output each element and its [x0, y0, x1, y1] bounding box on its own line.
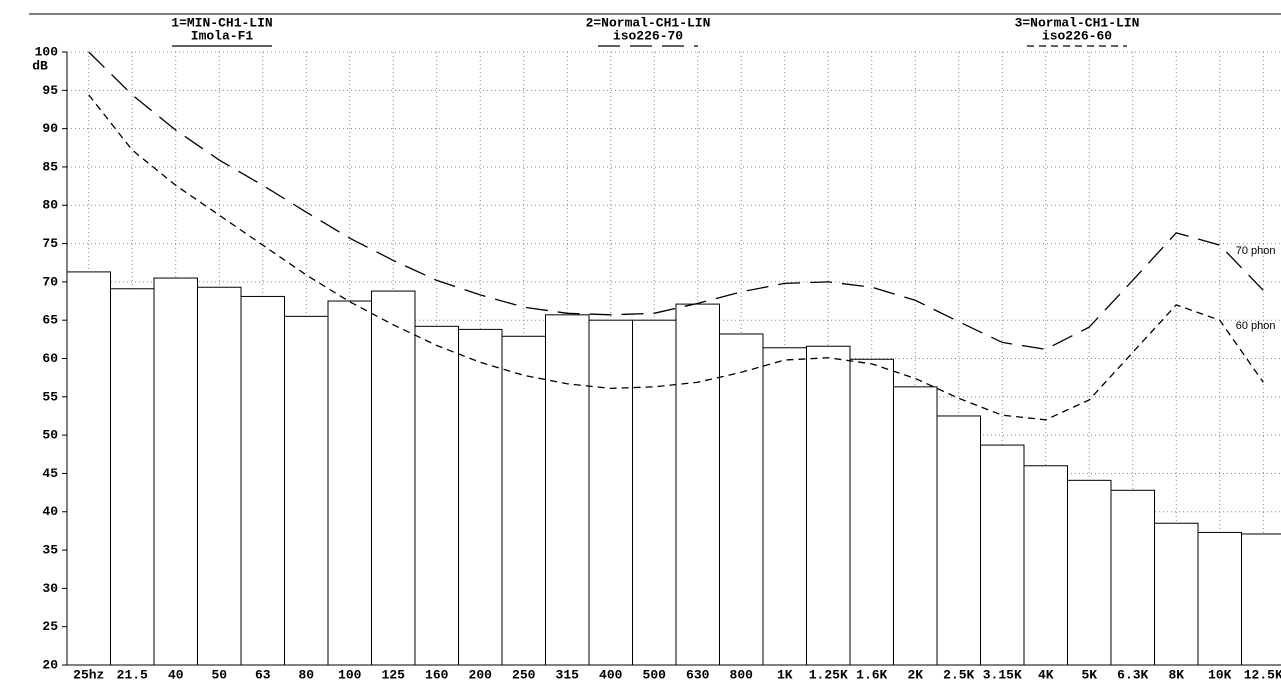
bar: [719, 333, 764, 666]
y-tick-label: 20: [42, 657, 58, 672]
bar: [588, 319, 633, 666]
bar: [936, 415, 981, 666]
bar: [980, 444, 1025, 666]
bar: [1154, 522, 1199, 666]
legend-label: iso226-60: [1042, 28, 1112, 43]
x-tick-label: 630: [686, 667, 710, 682]
x-tick-label: 6.3K: [1117, 667, 1148, 682]
x-tick-label: 80: [298, 667, 314, 682]
x-tick-label: 800: [730, 667, 754, 682]
y-tick-label: 85: [42, 159, 58, 174]
bar: [632, 319, 677, 666]
y-tick-label: 35: [42, 543, 58, 558]
bar: [284, 315, 329, 666]
curve-annotation: 70 phon: [1236, 245, 1276, 257]
bar: [110, 288, 155, 666]
y-unit: dB: [32, 58, 48, 73]
y-tick-label: 25: [42, 619, 58, 634]
bar: [1110, 489, 1155, 666]
y-tick-label: 45: [42, 466, 58, 481]
bar: [371, 290, 416, 666]
x-tick-label: 125: [382, 667, 406, 682]
y-tick-label: 70: [42, 274, 58, 289]
x-tick-label: 8K: [1168, 667, 1184, 682]
bar: [675, 303, 720, 666]
x-tick-label: 21.5: [117, 667, 148, 682]
x-tick-label: 250: [512, 667, 536, 682]
curve-annotation: 60 phon: [1236, 320, 1276, 332]
x-tick-label: 500: [643, 667, 667, 682]
bar: [327, 300, 372, 666]
y-tick-label: 80: [42, 198, 58, 213]
y-tick-label: 75: [42, 236, 58, 251]
bar: [1241, 533, 1281, 666]
x-tick-label: 200: [469, 667, 493, 682]
x-tick-label: 3.15K: [983, 667, 1022, 682]
y-tick-label: 60: [42, 351, 58, 366]
y-tick-label: 90: [42, 121, 58, 136]
bar: [849, 358, 894, 666]
legend-label: iso226-70: [613, 28, 683, 43]
x-tick-label: 2.5K: [943, 667, 974, 682]
y-tick-label: 40: [42, 504, 58, 519]
x-tick-label: 100: [338, 667, 362, 682]
y-tick-label: 50: [42, 428, 58, 443]
x-tick-label: 4K: [1038, 667, 1054, 682]
x-tick-label: 1K: [777, 667, 793, 682]
x-tick-label: 12.5K: [1244, 667, 1281, 682]
bar: [240, 295, 285, 666]
bar: [545, 314, 590, 666]
legend-name: 2=Normal-CH1-LIN: [586, 15, 711, 30]
x-tick-label: 2K: [907, 667, 923, 682]
line-series: [88, 94, 1264, 421]
x-tick-label: 315: [556, 667, 580, 682]
x-tick-label: 40: [168, 667, 184, 682]
y-tick-label: 30: [42, 581, 58, 596]
legend-name: 3=Normal-CH1-LIN: [1015, 15, 1140, 30]
x-tick-label: 63: [255, 667, 271, 682]
bar: [1197, 531, 1242, 666]
bar: [893, 386, 938, 666]
bar: [806, 345, 851, 666]
bar: [1067, 479, 1112, 666]
y-tick-label: 100: [35, 44, 59, 59]
x-tick-label: 5K: [1081, 667, 1097, 682]
x-tick-label: 1.25K: [809, 667, 848, 682]
x-tick-label: 1.6K: [856, 667, 887, 682]
line-series: [88, 51, 1264, 350]
x-tick-label: 25hz: [73, 667, 104, 682]
bar: [458, 328, 503, 666]
y-tick-label: 65: [42, 313, 58, 328]
x-tick-label: 10K: [1208, 667, 1232, 682]
bar: [153, 277, 198, 666]
x-tick-label: 50: [211, 667, 227, 682]
bar: [197, 286, 242, 666]
legend-name: 1=MIN-CH1-LIN: [171, 15, 272, 30]
bar: [762, 347, 807, 666]
legend-label: Imola-F1: [191, 28, 254, 43]
x-tick-label: 400: [599, 667, 623, 682]
x-tick-label: 160: [425, 667, 449, 682]
bar: [501, 335, 546, 666]
y-tick-label: 95: [42, 83, 58, 98]
bar: [414, 325, 459, 666]
bar: [1023, 465, 1068, 666]
bar: [66, 271, 111, 666]
y-tick-label: 55: [42, 389, 58, 404]
